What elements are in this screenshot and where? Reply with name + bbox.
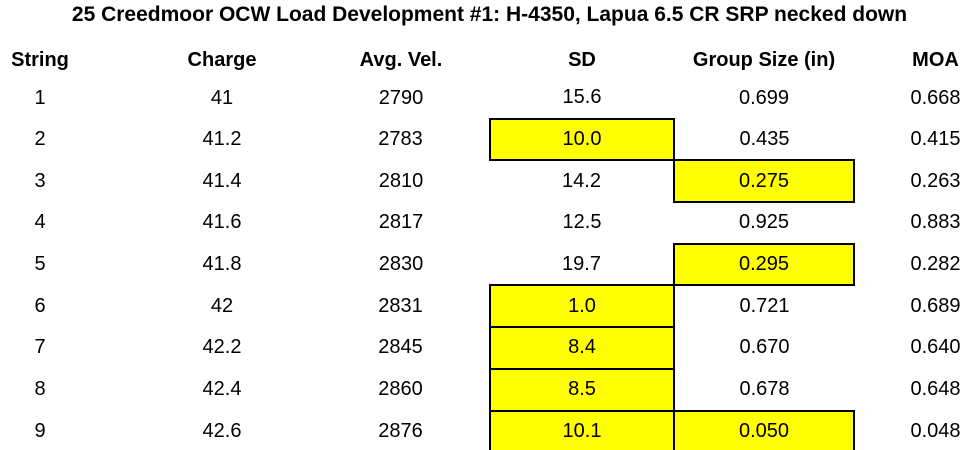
column-header-group-size: Group Size (in) <box>692 48 836 71</box>
highlighted-cell-group-size: 0.275 <box>673 159 855 204</box>
spacer-cell <box>854 369 892 411</box>
highlighted-cell-sd: 8.4 <box>489 326 675 370</box>
cell-moa: 0.263 <box>910 169 961 192</box>
cell-string: 6 <box>34 294 46 317</box>
cell-moa: 0.640 <box>910 336 961 359</box>
spacer-cell <box>80 202 132 244</box>
cell-moa: 0.689 <box>910 294 961 317</box>
spacer-cell <box>854 285 892 327</box>
spacer-cell <box>80 285 132 327</box>
cell-string: 5 <box>34 253 46 276</box>
cell-group-size: 0.925 <box>738 211 790 234</box>
cell-charge: 42 <box>210 294 234 317</box>
cell-string: 1 <box>34 86 46 109</box>
cell-avg-vel: 2790 <box>378 86 424 109</box>
cell-charge: 42.4 <box>202 378 242 401</box>
spacer-cell <box>80 411 132 450</box>
column-header-string: String <box>11 48 69 71</box>
cell-charge: 41.4 <box>202 169 242 192</box>
cell-moa: 0.883 <box>910 211 961 234</box>
spacer-cell <box>854 202 892 244</box>
cell-string: 9 <box>34 419 46 442</box>
cell-charge: 41.6 <box>202 211 242 234</box>
table-body: 1 41 2790 15.6 0.699 0.668 2 41.2 2783 10.0 0.435 0… <box>0 78 979 450</box>
cell-string: 7 <box>34 336 46 359</box>
cell-sd: 19.7 <box>562 252 601 275</box>
column-header-charge: Charge <box>187 48 257 71</box>
cell-group-size: 0.670 <box>739 336 790 359</box>
cell-string: 4 <box>34 211 46 234</box>
cell-charge: 41 <box>210 86 234 109</box>
cell-sd: 14.2 <box>562 170 601 193</box>
table-row: 2 41.2 2783 10.0 0.435 0.415 <box>0 117 979 162</box>
cell-avg-vel: 2845 <box>378 336 423 359</box>
highlighted-cell-group-size: 0.050 <box>673 409 855 450</box>
cell-group-size: 0.699 <box>738 86 790 109</box>
cell-charge: 42.2 <box>202 336 242 359</box>
cell-group-size: 0.721 <box>739 295 790 318</box>
cell-avg-vel: 2860 <box>378 378 423 401</box>
cell-charge: 41.2 <box>202 128 242 151</box>
spacer-cell <box>80 244 132 286</box>
cell-charge: 42.6 <box>202 419 242 442</box>
cell-avg-vel: 2810 <box>378 169 424 192</box>
page-title: 25 Creedmoor OCW Load Development #1: H-… <box>71 3 908 26</box>
table-header: String Charge Avg. Vel. SD Group Size (in) MO… <box>0 42 979 78</box>
highlighted-cell-group-size: 0.295 <box>673 242 855 287</box>
cell-group-size: 0.435 <box>739 127 790 150</box>
spacer-cell <box>854 244 892 286</box>
load-development-table: String Charge Avg. Vel. SD Group Size (in) MO… <box>0 42 979 450</box>
cell-sd: 12.5 <box>562 211 602 234</box>
spacer-cell <box>854 327 892 369</box>
spacer-cell <box>80 327 132 369</box>
spacer-cell <box>854 411 892 450</box>
spacer-cell <box>854 78 892 119</box>
table-row: 1 41 2790 15.6 0.699 0.668 <box>0 78 979 119</box>
cell-group-size: 0.678 <box>739 377 790 400</box>
cell-avg-vel: 2817 <box>378 211 424 234</box>
header-row: String Charge Avg. Vel. SD Group Size (in) MO… <box>0 42 979 78</box>
cell-avg-vel: 2831 <box>378 294 423 317</box>
highlighted-cell-sd: 10.1 <box>489 409 675 450</box>
cell-moa: 0.415 <box>910 128 961 151</box>
table-row: 3 41.4 2810 14.2 0.275 0.263 <box>0 159 979 204</box>
column-header-avg-vel: Avg. Vel. <box>359 48 443 71</box>
cell-string: 2 <box>34 128 46 151</box>
spacer-cell <box>854 160 892 202</box>
cell-avg-vel: 2783 <box>378 128 423 151</box>
spacer-cell <box>80 160 132 202</box>
table-row: 9 42.6 2876 10.1 0.050 0.048 <box>0 409 979 450</box>
cell-avg-vel: 2876 <box>378 419 423 442</box>
cell-moa: 0.648 <box>910 378 961 401</box>
cell-charge: 41.8 <box>202 253 242 276</box>
table-row: 4 41.6 2817 12.5 0.925 0.883 <box>0 202 979 244</box>
cell-sd: 15.6 <box>562 86 602 109</box>
cell-moa: 0.668 <box>910 86 961 109</box>
highlighted-cell-sd: 10.0 <box>489 117 675 162</box>
cell-string: 3 <box>34 169 46 192</box>
table-row: 7 42.2 2845 8.4 0.670 0.640 <box>0 326 979 370</box>
spacer-cell <box>80 119 132 161</box>
cell-moa: 0.282 <box>910 253 961 276</box>
column-header-sd: SD <box>568 48 596 71</box>
cell-moa: 0.048 <box>910 419 961 442</box>
table-row: 5 41.8 2830 19.7 0.295 0.282 <box>0 242 979 287</box>
spacer-cell <box>80 42 132 78</box>
highlighted-cell-sd: 8.5 <box>489 367 675 412</box>
spacer-cell <box>80 78 132 119</box>
cell-avg-vel: 2830 <box>378 253 424 276</box>
highlighted-cell-sd: 1.0 <box>489 284 675 329</box>
table-row: 8 42.4 2860 8.5 0.678 0.648 <box>0 367 979 412</box>
cell-string: 8 <box>34 378 46 401</box>
spacer-cell <box>80 369 132 411</box>
column-header-moa: MOA <box>912 48 959 71</box>
spacer-cell <box>854 42 892 78</box>
spacer-cell <box>854 119 892 161</box>
table-row: 6 42 2831 1.0 0.721 0.689 <box>0 284 979 329</box>
